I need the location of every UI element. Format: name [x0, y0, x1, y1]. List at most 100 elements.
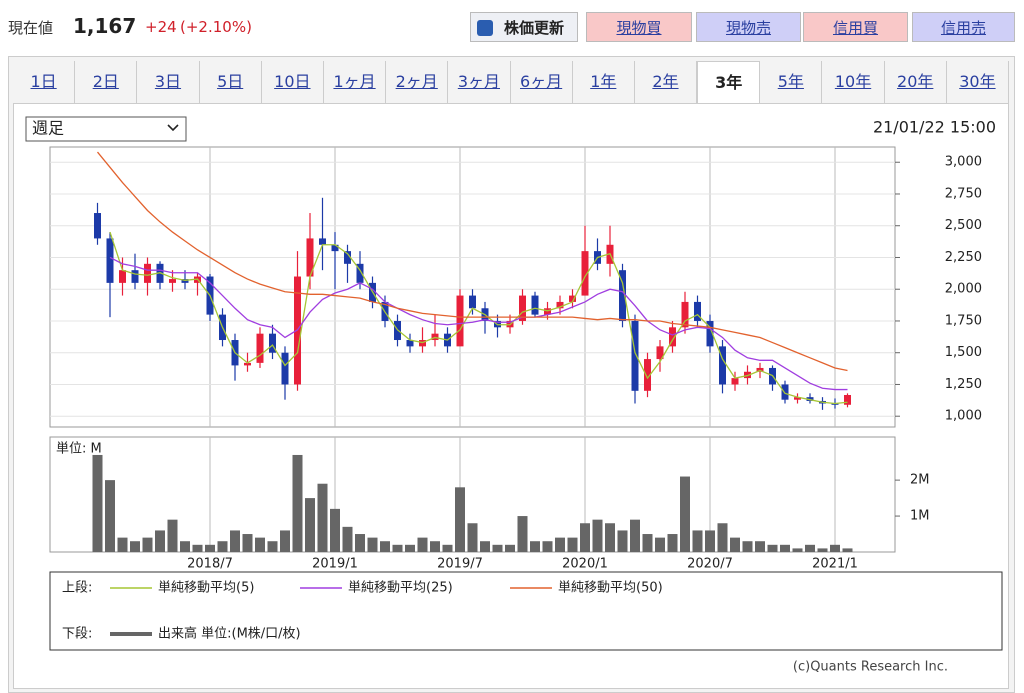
tab[interactable]: 10日 [262, 61, 324, 103]
candle-body [706, 320, 714, 347]
tab[interactable]: 6ヶ月 [511, 61, 573, 103]
volume-bar [517, 516, 528, 552]
candle-body [131, 270, 139, 283]
tab[interactable]: 20年 [885, 61, 947, 103]
candle-body [269, 333, 276, 353]
x-tick-label: 2020/7 [687, 557, 733, 572]
candle-body [619, 270, 626, 321]
volume-bar [342, 526, 353, 552]
volume-bar [780, 544, 790, 552]
y-tick-label: 1,750 [945, 313, 982, 328]
volume-bar [355, 534, 365, 552]
x-tick-label: 2020/1 [562, 557, 608, 572]
copyright: (c)Quants Research Inc. [793, 660, 948, 675]
candle-body [344, 251, 351, 264]
volume-bar [742, 541, 753, 552]
volume-bar [792, 548, 803, 552]
button[interactable]: 現物売 [696, 12, 801, 42]
candle-body [569, 295, 576, 302]
volume-bar [567, 537, 578, 552]
volume-bar [705, 530, 715, 552]
volume-bar [405, 544, 415, 552]
period-select-text[interactable]: 週足 [32, 119, 64, 138]
volume-bar [730, 537, 740, 552]
volume-bar [667, 534, 678, 552]
volume-bar [367, 537, 378, 552]
change-pct: (+2.10%) [180, 18, 252, 36]
volume-bar [605, 523, 615, 552]
button[interactable]: 信用買 [803, 12, 908, 42]
x-tick-label: 2021/1 [812, 557, 858, 572]
price: 1,167 [73, 14, 137, 38]
volume-bar [142, 537, 153, 552]
volume-bar [380, 541, 390, 552]
volume-bar [755, 541, 765, 552]
volume-bar [267, 541, 278, 552]
price-label: 現在値 [8, 19, 54, 37]
period-select[interactable] [25, 116, 187, 142]
candle-body [644, 359, 651, 391]
y-tick-label: 1,250 [945, 377, 982, 392]
button[interactable]: 株価更新 [470, 12, 578, 42]
volume-bar [280, 530, 290, 552]
volume-bar [830, 544, 840, 552]
volume-unit: 単位: M [56, 441, 102, 457]
volume-bar [92, 454, 103, 552]
volume-bar [580, 523, 590, 552]
y-tick-label: 2,000 [945, 282, 982, 297]
tab[interactable]: 3ヶ月 [448, 61, 511, 103]
candle-body [106, 238, 114, 283]
select-arrow [167, 124, 179, 132]
candle-body [244, 362, 251, 366]
volume-bar [205, 544, 215, 552]
x-tick-label: 2019/1 [312, 557, 358, 572]
legend-label: 単純移動平均(25) [348, 580, 453, 596]
tab[interactable]: 5年 [760, 61, 823, 103]
tab[interactable]: 2日 [75, 61, 138, 103]
candle-body [781, 384, 789, 400]
volume-bar [555, 537, 565, 552]
candle-body [281, 352, 289, 385]
candle-body [119, 270, 126, 283]
volume-bar [692, 530, 703, 552]
y-tick-label: 1,500 [945, 345, 982, 360]
volume-bar [230, 530, 240, 552]
x-tick-label: 2019/7 [437, 557, 483, 572]
candle-body [844, 395, 851, 405]
tab[interactable]: 30年 [947, 61, 1009, 103]
volume-bar [805, 544, 815, 552]
tab[interactable]: 3年 [697, 61, 761, 103]
volume-bar [680, 476, 690, 552]
volume-bar [642, 534, 653, 552]
candle-body [406, 340, 414, 347]
tab[interactable]: 2ヶ月 [386, 61, 449, 103]
tab[interactable]: 5日 [200, 61, 262, 103]
y-tick-label: 2,500 [945, 218, 982, 233]
volume-bar [817, 548, 828, 552]
volume-bar [392, 544, 403, 552]
candle-body [531, 295, 539, 315]
candle-body [306, 238, 314, 277]
volume-bar [442, 544, 453, 552]
volume-bar [105, 480, 115, 552]
tab[interactable]: 1日 [13, 61, 76, 103]
refresh-icon [477, 20, 493, 36]
ma-line [109, 256, 848, 391]
tab[interactable]: 1ヶ月 [324, 61, 387, 103]
button[interactable]: 現物買 [586, 12, 692, 42]
button[interactable]: 信用売 [912, 12, 1015, 42]
candle-body [694, 301, 701, 321]
y-tick-label: 2,250 [945, 250, 982, 265]
tab[interactable]: 3日 [137, 61, 200, 103]
tab[interactable]: 10年 [822, 61, 885, 103]
tab[interactable]: 2年 [635, 61, 698, 103]
candle-body [169, 279, 176, 283]
tab[interactable]: 1年 [573, 61, 635, 103]
candle-body [556, 301, 564, 309]
volume-bar [317, 483, 328, 552]
candle-body [719, 346, 726, 385]
volume-bar [217, 541, 228, 552]
candle-body [94, 213, 101, 239]
legend-upper: 上段: [62, 581, 92, 596]
